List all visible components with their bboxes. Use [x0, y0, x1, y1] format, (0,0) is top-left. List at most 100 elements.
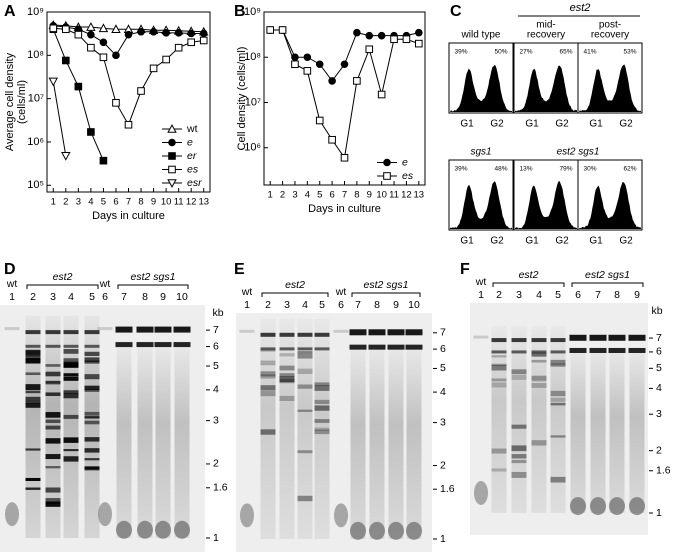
marker [99, 53, 108, 62]
band [550, 435, 566, 438]
group-bracket [117, 284, 189, 289]
y-tick-label: 10⁶ [27, 136, 44, 148]
legend-marker [383, 172, 391, 180]
percent-label: 41% [583, 49, 596, 56]
percent-label: 48% [494, 166, 507, 173]
marker [99, 38, 108, 47]
lane-number: 5 [319, 299, 325, 311]
band [491, 338, 507, 343]
histogram [515, 65, 577, 112]
smear [279, 318, 295, 539]
smear [84, 315, 100, 538]
band [25, 400, 41, 404]
band [387, 329, 405, 336]
marker [87, 128, 95, 136]
band [45, 498, 61, 505]
peak-label: G1 [589, 119, 603, 130]
band [63, 363, 79, 368]
x-tick-label: 7 [342, 190, 347, 201]
band [25, 372, 41, 376]
y-axis-label: Cell density (cells/ml) [236, 47, 248, 151]
lane-number: 4 [68, 291, 74, 303]
panel-letter: C [450, 3, 462, 20]
marker-label: 3 [656, 408, 662, 420]
band [63, 358, 79, 364]
band [511, 424, 527, 429]
marker [402, 35, 411, 44]
band [405, 344, 423, 350]
band [25, 349, 41, 355]
band [297, 409, 313, 412]
group-bracket [351, 292, 421, 297]
band [628, 347, 646, 353]
histogram-label: est2 sgs1 [557, 147, 600, 158]
percent-label: 53% [623, 49, 636, 56]
band [590, 497, 606, 516]
band [314, 347, 330, 351]
smear [116, 346, 132, 538]
smear [629, 351, 645, 513]
band [279, 347, 295, 351]
band [550, 390, 566, 397]
marker [199, 36, 208, 45]
marker-label: 3 [440, 416, 446, 428]
band [98, 502, 112, 527]
peak-label: G1 [525, 119, 539, 130]
band [609, 497, 625, 516]
lane-number: 7 [121, 291, 127, 303]
lane-number: 7 [355, 299, 361, 311]
column-label: recovery [591, 30, 629, 41]
band [63, 373, 79, 377]
band [84, 344, 100, 348]
marker [353, 77, 361, 85]
band [628, 334, 646, 341]
column-label: mid- [536, 20, 555, 31]
marker [137, 27, 145, 36]
marker-label: 1.6 [440, 483, 455, 495]
smear [590, 351, 606, 513]
smear [406, 349, 422, 539]
x-tick-label: 8 [354, 190, 359, 201]
band [279, 376, 295, 383]
marker-label: 3 [213, 414, 219, 426]
smear [297, 318, 313, 539]
band [511, 454, 527, 459]
band [570, 497, 586, 516]
marker [340, 60, 349, 69]
band [550, 397, 566, 402]
band [63, 449, 79, 452]
band [333, 329, 349, 333]
percent-label: 30% [583, 166, 596, 173]
peak-label: G2 [619, 236, 633, 247]
lane-number: 6 [575, 289, 581, 301]
band [531, 350, 547, 354]
band [115, 342, 133, 348]
series-line [52, 81, 67, 156]
marker [278, 26, 287, 34]
marker [87, 43, 95, 52]
band [84, 420, 100, 425]
band [349, 329, 367, 336]
plot-frame [46, 11, 211, 193]
band [173, 326, 191, 333]
band [279, 377, 295, 383]
x-tick-label: 6 [329, 190, 334, 201]
x-tick-label: 1 [51, 197, 56, 208]
marker [390, 35, 398, 44]
panel-letter: D [4, 261, 16, 278]
lane-number: 3 [284, 299, 290, 311]
band [314, 419, 330, 423]
band [45, 454, 61, 460]
peak-label: G2 [490, 119, 504, 130]
band [279, 373, 295, 378]
lane-number: 8 [142, 291, 148, 303]
x-tick-label: 7 [126, 197, 131, 208]
band [45, 425, 61, 430]
band [173, 342, 191, 348]
marker [74, 30, 83, 39]
band [511, 350, 527, 354]
marker [328, 77, 336, 85]
group-label: est2 sgs1 [585, 269, 630, 281]
band [25, 330, 41, 335]
